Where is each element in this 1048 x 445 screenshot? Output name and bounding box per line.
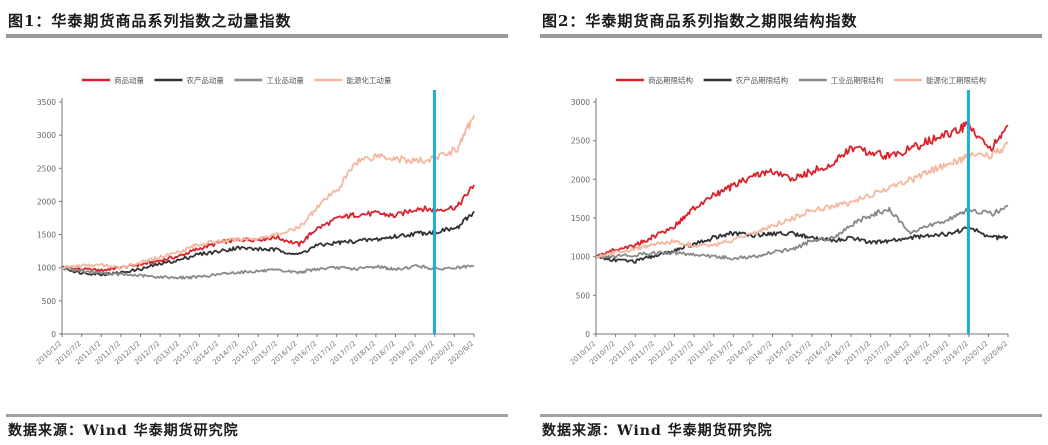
series-line-1: [595, 120, 1009, 259]
chart-2-plot: 商品期限结构 农产品期限结构 工业品期限结构 能源化工期限结构 0 500 1000 1500…: [569, 75, 1010, 367]
series-line-4: [595, 141, 1009, 258]
y-tick-label-1: 500: [576, 291, 591, 300]
y-tick-label-4: 2000: [571, 175, 590, 184]
figure-2-title: 图2：华泰期货商品系列指数之期限结构指数: [542, 12, 858, 30]
y-tick-label-3: 1500: [571, 214, 590, 223]
figure-1-source: 数据来源：Wind 华泰期货研究院: [8, 423, 239, 439]
series-line-4: [61, 115, 475, 270]
figure-1-title: 图1：华泰期货商品系列指数之动量指数: [8, 12, 292, 30]
legend-label-2: 农产品动量: [186, 75, 224, 85]
legend-label-4: 能源化工期限结构: [926, 75, 986, 85]
y-tick-label-6: 3000: [571, 98, 590, 107]
legend-label-3: 工业品动量: [266, 75, 304, 85]
y-tick-label-0: 0: [51, 330, 56, 339]
figure-2: 图2：华泰期货商品系列指数之期限结构指数 商品期限结构 农产品期限结构 工业品期限结…: [540, 0, 1048, 445]
y-tick-label-0: 0: [585, 330, 590, 339]
series-line-3: [595, 204, 1009, 261]
y-tick-label-5: 2500: [571, 137, 590, 146]
legend-label-4: 能源化工动量: [346, 75, 391, 85]
legend-label-1: 商品期限结构: [648, 75, 693, 85]
legend-label-1: 商品动量: [114, 75, 144, 85]
y-tick-label-2: 1000: [571, 253, 590, 262]
y-tick-label-6: 3000: [37, 131, 56, 140]
series-line-2: [61, 210, 475, 277]
y-tick-label-1: 500: [42, 297, 57, 306]
figure-2-top-rule: [540, 34, 1042, 38]
series-line-3: [61, 264, 475, 280]
chart-1-plot: 商品动量 农产品动量 工业品动量 能源化工动量 0 500 1000 1500 2000 2500…: [35, 75, 476, 367]
legend-label-3: 工业品期限结构: [831, 75, 884, 85]
figure-2-bottom-rule: [540, 414, 1042, 417]
y-tick-label-5: 2500: [37, 164, 56, 173]
figure-1-top-rule: [6, 34, 508, 38]
chart-1-legend: 商品动量 农产品动量 工业品动量 能源化工动量: [82, 75, 392, 85]
figure-1: 图1：华泰期货商品系列指数之动量指数 商品动量 农产品动量 工业品动量 能源化工动量 0…: [6, 0, 514, 445]
chart-2-legend: 商品期限结构 农产品期限结构 工业品期限结构 能源化工期限结构: [616, 75, 986, 85]
figure-2-source: 数据来源：Wind 华泰期货研究院: [542, 423, 773, 439]
series-line-1: [61, 184, 475, 273]
y-tick-label-2: 1000: [37, 264, 56, 273]
legend-label-2: 农产品期限结构: [736, 75, 789, 85]
y-tick-label-3: 1500: [37, 231, 56, 240]
y-tick-label-4: 2000: [37, 197, 56, 206]
y-tick-label-7: 3500: [37, 98, 56, 107]
figure-1-bottom-rule: [6, 414, 508, 417]
